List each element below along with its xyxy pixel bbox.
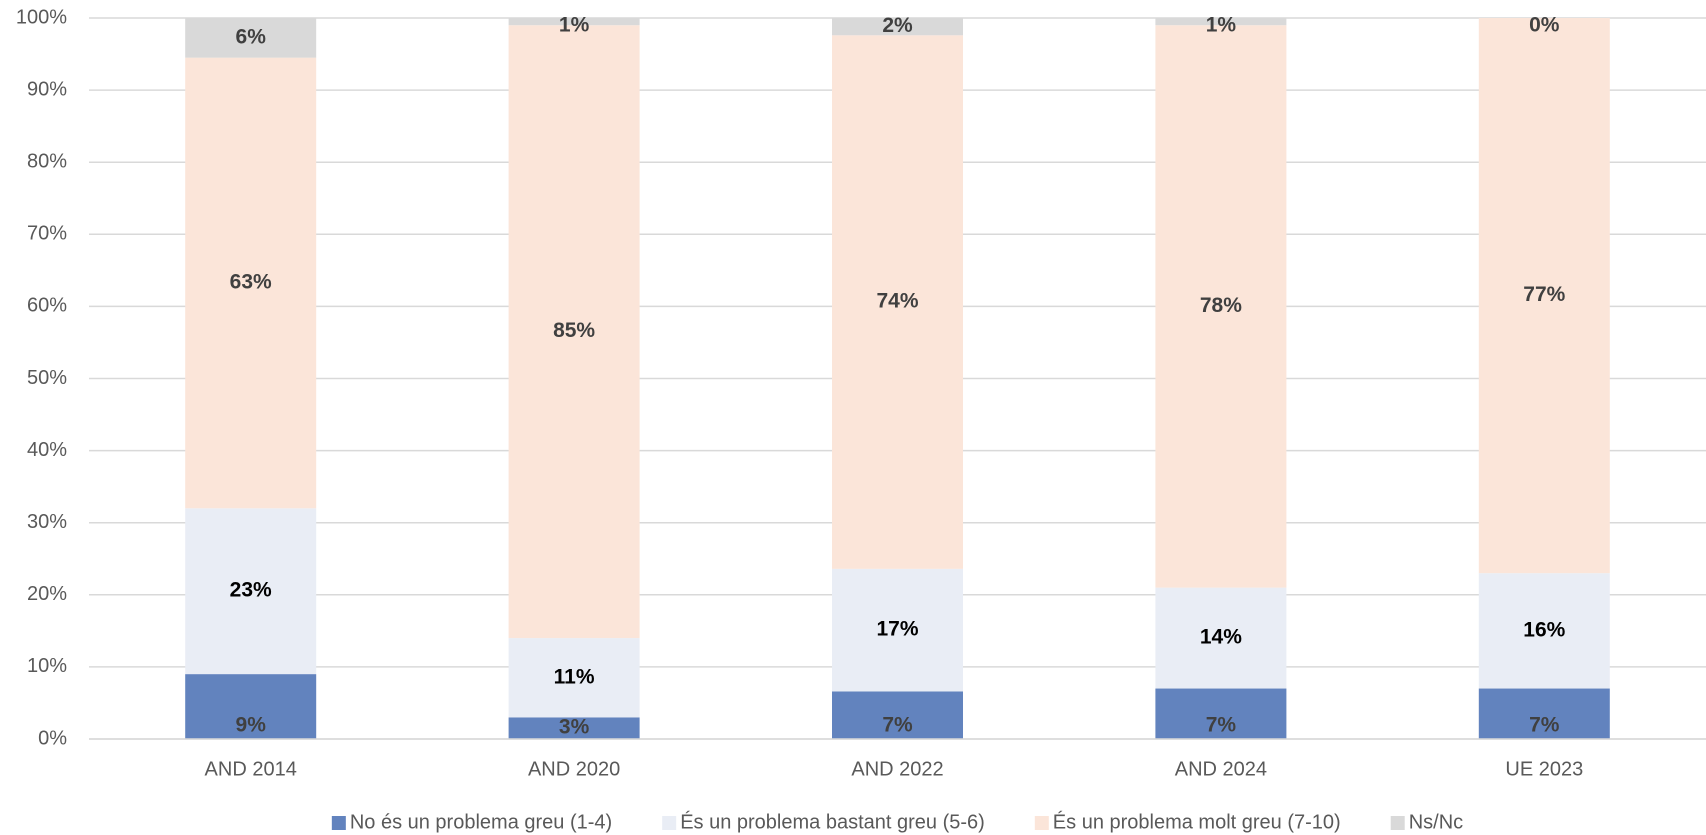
legend-swatch [331,816,346,830]
bar-segment [185,674,317,739]
data-label: 63% [230,271,272,294]
bar-segment [1155,18,1287,26]
y-tick-label: 60% [27,295,67,317]
data-label: 9% [236,714,267,737]
y-tick-label: 90% [27,78,67,100]
data-label: 17% [876,618,918,641]
legend-swatch [662,816,677,830]
legend-label: No és un problema greu (1-4) [350,811,612,833]
bar-segment [185,57,317,509]
data-label: 6% [236,25,267,48]
data-label: 3% [559,716,590,739]
bar-segment [508,638,640,718]
bar-segment [1155,587,1287,689]
legend-label: És un problema molt greu (7-10) [1053,810,1341,833]
bar-segment [508,25,640,639]
data-label: 7% [882,714,913,737]
y-tick-label: 0% [38,727,67,749]
y-tick-label: 20% [27,583,67,605]
data-label: 7% [1529,714,1560,737]
x-tick-label: AND 2022 [851,758,943,780]
bar-segment [508,717,640,739]
legend-swatch [1034,816,1049,830]
data-label: 78% [1200,294,1242,317]
data-label: 7% [1206,714,1237,737]
y-tick-label: 30% [27,511,67,533]
x-tick-label: AND 2024 [1175,758,1267,780]
bar-segment [832,568,963,692]
bar-segment [1478,18,1610,574]
x-tick-label: UE 2023 [1505,758,1583,780]
legend-swatch [1390,816,1405,830]
y-tick-label: 10% [27,655,67,677]
bar-segment [832,18,963,36]
data-label: 23% [230,579,272,602]
bar-segment [1478,688,1610,739]
bar-segment [185,18,317,58]
y-tick-label: 40% [27,439,67,461]
y-tick-label: 100% [16,6,67,28]
data-label: 1% [559,14,590,37]
bar-segment [185,508,317,675]
data-label: 11% [554,665,595,688]
data-label: 2% [882,14,913,37]
legend-label: És un problema bastant greu (5-6) [680,810,985,833]
data-label: 85% [553,319,595,342]
x-tick-label: AND 2020 [528,758,620,780]
legend-label: Ns/Nc [1409,811,1463,833]
x-tick-label: AND 2014 [205,758,297,780]
bar-segment [508,18,640,26]
data-label: 74% [876,290,918,313]
y-tick-label: 80% [27,150,67,172]
data-label: 0% [1529,14,1560,37]
data-label: 16% [1523,618,1565,641]
y-tick-label: 70% [27,223,67,245]
data-label: 77% [1523,283,1565,306]
bar-segment [832,35,963,569]
data-label: 14% [1200,626,1242,649]
y-tick-label: 50% [27,367,67,389]
data-label: 1% [1206,14,1237,37]
bar-segment [1478,573,1610,689]
bar-segment [1155,688,1287,739]
bar-segment [1155,25,1287,588]
bar-segment [832,691,963,739]
